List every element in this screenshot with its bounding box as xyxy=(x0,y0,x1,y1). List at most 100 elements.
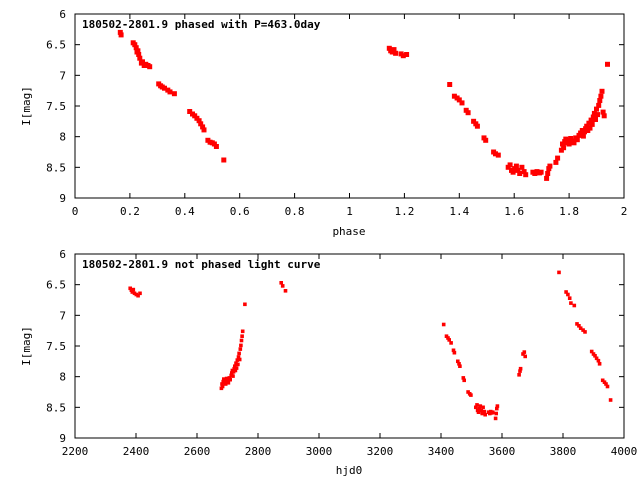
phased-light-curve-panel: 0 0.2 0.4 0.6 0.8 1 1.2 1.4 1.6 1.8 2 6 6.5 7 7.5 8 8.5 9… xyxy=(20,8,627,238)
x-tick-label: 0.2 xyxy=(120,205,140,218)
data-point xyxy=(510,169,516,175)
data-point xyxy=(234,361,238,365)
y-tick-label: 6.5 xyxy=(46,39,66,52)
data-point xyxy=(118,32,124,38)
data-point xyxy=(480,411,484,416)
data-point xyxy=(135,48,141,54)
x-tick-label: 1.6 xyxy=(504,205,524,218)
data-point xyxy=(493,416,498,421)
data-point xyxy=(521,169,527,175)
data-point xyxy=(566,292,570,297)
data-point xyxy=(132,42,138,48)
data-point xyxy=(474,405,478,410)
data-point xyxy=(538,169,544,175)
data-point xyxy=(137,55,143,61)
data-point xyxy=(495,152,501,158)
data-point xyxy=(598,93,604,99)
x-tick-label: 3400 xyxy=(428,445,455,458)
data-point xyxy=(482,409,487,414)
data-point xyxy=(224,376,229,381)
data-point xyxy=(483,412,487,417)
data-point xyxy=(597,98,603,103)
x-tick-label: 0 xyxy=(72,205,79,218)
y-tick-label: 8 xyxy=(59,371,66,384)
data-point xyxy=(517,171,523,176)
y-tick-label: 6 xyxy=(59,248,66,261)
data-point xyxy=(476,410,481,414)
x-tick-label: 0.6 xyxy=(230,205,250,218)
y-tick-label: 8.5 xyxy=(46,161,66,174)
data-point xyxy=(574,137,580,143)
data-point xyxy=(404,52,410,57)
y-axis-label: I[mag] xyxy=(20,86,33,126)
data-point xyxy=(561,145,567,151)
y-tick-label: 7 xyxy=(59,69,66,82)
data-point xyxy=(583,330,587,334)
data-point xyxy=(605,384,610,389)
data-point xyxy=(231,374,235,378)
data-point xyxy=(495,404,500,408)
data-point xyxy=(458,364,462,368)
not-phased-light-curve-panel: 2200 2400 2600 2800 3000 3200 3400 3600 3800 4000… xyxy=(20,248,637,477)
data-point xyxy=(447,82,453,87)
x-tick-label: 3600 xyxy=(489,445,516,458)
data-point xyxy=(240,334,244,338)
x-tick-label: 0.8 xyxy=(285,205,305,218)
data-point xyxy=(391,47,397,53)
data-point xyxy=(518,369,522,373)
data-point xyxy=(572,303,577,308)
data-point xyxy=(569,301,573,305)
data-point xyxy=(596,102,602,108)
x-axis-label: phase xyxy=(332,225,365,238)
data-point xyxy=(491,410,495,414)
data-point xyxy=(187,109,193,114)
data-point xyxy=(233,364,237,368)
data-point xyxy=(441,322,446,327)
data-point xyxy=(237,357,242,362)
data-point xyxy=(591,110,597,116)
data-point xyxy=(162,85,167,91)
data-point xyxy=(235,358,240,362)
data-point xyxy=(131,287,136,292)
data-point xyxy=(128,286,132,291)
data-point xyxy=(452,350,457,355)
data-point xyxy=(522,350,527,354)
data-point xyxy=(239,338,244,343)
y-tick-label: 6.5 xyxy=(46,279,66,292)
x-tick-label: 1 xyxy=(346,205,353,218)
y-tick-label: 8 xyxy=(59,131,66,144)
x-tick-label: 2800 xyxy=(245,445,272,458)
data-point xyxy=(519,164,525,170)
data-point xyxy=(461,376,466,380)
axis-ticks: 2200 2400 2600 2800 3000 3200 3400 3600 3800 4000… xyxy=(46,248,637,458)
data-point xyxy=(479,408,484,413)
y-tick-label: 8.5 xyxy=(46,401,66,414)
data-point xyxy=(565,137,571,143)
data-point xyxy=(553,159,559,165)
data-point xyxy=(593,354,597,358)
data-point xyxy=(136,52,142,57)
data-point xyxy=(507,162,513,168)
y-tick-label: 7 xyxy=(59,309,66,322)
x-tick-label: 1.4 xyxy=(449,205,469,218)
data-point xyxy=(547,163,553,169)
data-point xyxy=(456,97,462,103)
data-point xyxy=(469,393,473,397)
data-point xyxy=(601,113,607,119)
x-tick-label: 2200 xyxy=(62,445,89,458)
data-point xyxy=(571,140,577,146)
data-point xyxy=(581,328,585,332)
data-point xyxy=(456,359,460,364)
data-point xyxy=(597,362,602,366)
data-point xyxy=(451,348,456,353)
y-tick-label: 9 xyxy=(59,192,66,205)
data-point xyxy=(220,382,224,386)
data-point xyxy=(600,109,606,115)
data-point xyxy=(223,382,228,386)
data-point xyxy=(449,341,453,345)
data-point xyxy=(582,129,587,135)
data-point xyxy=(228,377,232,382)
data-point xyxy=(523,172,529,178)
data-point xyxy=(477,406,482,411)
